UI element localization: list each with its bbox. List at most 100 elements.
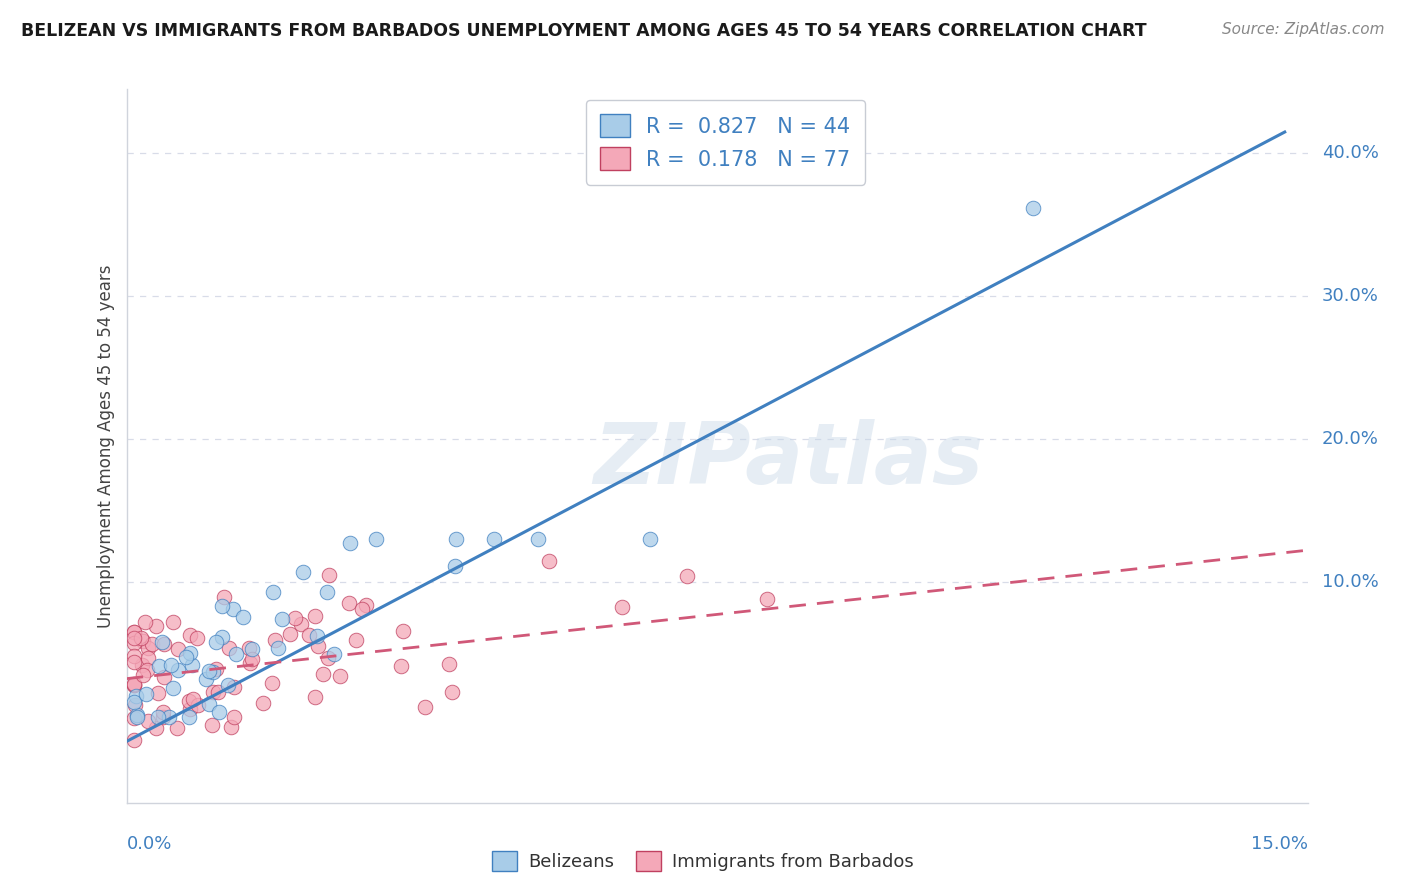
Point: [135, 687, 157, 701]
Point: [440, 684, 463, 698]
Y-axis label: Unemployment Among Ages 45 to 54 years: Unemployment Among Ages 45 to 54 years: [97, 264, 115, 628]
Point: [252, 696, 274, 710]
Point: [221, 602, 243, 616]
Point: [208, 705, 231, 719]
Point: [162, 615, 184, 630]
Point: [194, 673, 217, 687]
Text: 30.0%: 30.0%: [1322, 287, 1379, 305]
Text: BELIZEAN VS IMMIGRANTS FROM BARBADOS UNEMPLOYMENT AMONG AGES 45 TO 54 YEARS CORR: BELIZEAN VS IMMIGRANTS FROM BARBADOS UNE…: [21, 22, 1147, 40]
Point: [219, 720, 242, 734]
Point: [352, 602, 374, 616]
Point: [157, 710, 180, 724]
Point: [160, 657, 183, 672]
Point: [132, 633, 155, 648]
Point: [339, 535, 361, 549]
Point: [444, 532, 467, 546]
Point: [389, 659, 412, 673]
Point: [526, 532, 548, 546]
Point: [146, 710, 169, 724]
Point: [124, 698, 146, 712]
Point: [232, 610, 254, 624]
Point: [242, 642, 264, 657]
Point: [177, 710, 200, 724]
Point: [610, 600, 633, 615]
Point: [329, 669, 352, 683]
Point: [271, 611, 294, 625]
Text: 15.0%: 15.0%: [1250, 835, 1308, 853]
Point: [152, 635, 174, 649]
Point: [337, 596, 360, 610]
Point: [240, 652, 263, 666]
Point: [136, 663, 159, 677]
Point: [267, 641, 290, 656]
Point: [354, 598, 377, 612]
Point: [134, 615, 156, 629]
Point: [211, 630, 233, 644]
Point: [307, 639, 329, 653]
Point: [284, 611, 307, 625]
Point: [204, 634, 226, 648]
Point: [225, 648, 247, 662]
Point: [136, 641, 159, 656]
Point: [218, 640, 240, 655]
Point: [211, 599, 233, 613]
Point: [136, 714, 159, 728]
Point: [131, 658, 153, 673]
Point: [316, 585, 339, 599]
Point: [290, 616, 312, 631]
Point: [260, 675, 283, 690]
Text: 10.0%: 10.0%: [1322, 573, 1378, 591]
Point: [217, 678, 239, 692]
Point: [125, 710, 148, 724]
Point: [537, 554, 560, 568]
Point: [166, 721, 188, 735]
Point: [174, 649, 197, 664]
Point: [129, 631, 152, 645]
Point: [145, 722, 167, 736]
Point: [198, 697, 221, 711]
Point: [482, 532, 505, 546]
Text: 20.0%: 20.0%: [1322, 430, 1379, 448]
Point: [146, 686, 169, 700]
Point: [200, 718, 222, 732]
Point: [153, 637, 176, 651]
Point: [264, 632, 287, 647]
Point: [214, 590, 236, 604]
Point: [187, 698, 209, 712]
Point: [202, 685, 225, 699]
Point: [346, 633, 368, 648]
Point: [141, 637, 163, 651]
Point: [122, 624, 145, 639]
Point: [132, 668, 155, 682]
Point: [323, 647, 346, 661]
Point: [262, 584, 284, 599]
Point: [122, 732, 145, 747]
Point: [316, 651, 339, 665]
Point: [291, 566, 314, 580]
Point: [122, 636, 145, 650]
Point: [304, 608, 326, 623]
Point: [238, 641, 260, 656]
Point: [127, 708, 149, 723]
Point: [638, 532, 661, 546]
Point: [202, 665, 225, 680]
Point: [152, 705, 174, 719]
Point: [305, 629, 328, 643]
Point: [136, 651, 159, 665]
Point: [439, 657, 461, 671]
Point: [179, 702, 201, 716]
Legend: R =  0.827   N = 44, R =  0.178   N = 77: R = 0.827 N = 44, R = 0.178 N = 77: [586, 100, 865, 185]
Point: [152, 670, 174, 684]
Point: [122, 625, 145, 640]
Point: [167, 663, 190, 677]
Point: [304, 690, 326, 704]
Point: [755, 591, 778, 606]
Point: [145, 618, 167, 632]
Point: [318, 567, 340, 582]
Text: Source: ZipAtlas.com: Source: ZipAtlas.com: [1222, 22, 1385, 37]
Text: ZIPatlas: ZIPatlas: [593, 418, 983, 502]
Point: [179, 646, 201, 660]
Point: [222, 710, 245, 724]
Point: [148, 658, 170, 673]
Point: [1022, 201, 1045, 215]
